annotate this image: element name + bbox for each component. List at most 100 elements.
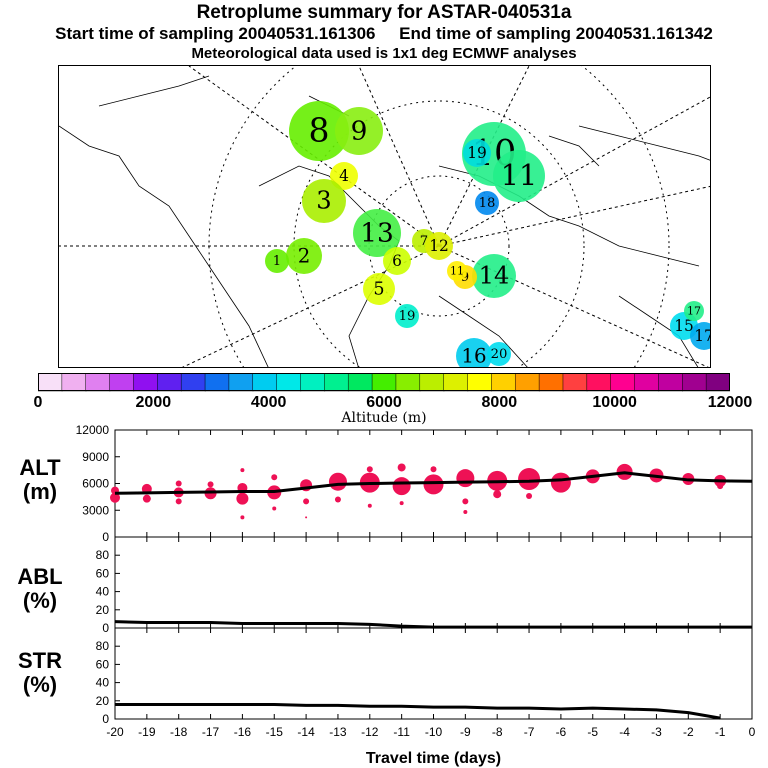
y-tick-label: 60	[96, 657, 110, 671]
data-point	[110, 492, 120, 503]
map-marker-label: 16	[461, 344, 486, 367]
map-marker-label: 18	[479, 196, 496, 211]
map-marker-label: 19	[467, 144, 487, 162]
x-tick-label: -9	[460, 725, 471, 739]
colorbar-tick-label: 10000	[592, 394, 637, 411]
map-marker	[684, 301, 704, 321]
map-marker-label: 8	[309, 111, 330, 150]
x-tick-label: -13	[329, 725, 347, 739]
x-tick-label: -18	[170, 725, 188, 739]
data-point	[328, 472, 347, 491]
altitude-colorbar	[38, 373, 730, 392]
map-marker	[302, 179, 346, 223]
map-marker-label: 20	[491, 347, 508, 362]
map-marker	[475, 191, 499, 215]
map-marker-label: 17	[694, 327, 711, 345]
map-marker	[472, 254, 516, 298]
x-tick-label: -20	[106, 725, 124, 739]
colorbar-tick-label: 6000	[366, 394, 402, 411]
map-marker-label: 12	[429, 237, 449, 255]
data-point	[423, 474, 444, 495]
data-point	[399, 501, 404, 506]
plume-markers: 89101113141620543216791112151718191917	[265, 101, 711, 367]
map-marker	[463, 139, 491, 167]
data-point	[430, 466, 437, 473]
map-marker-label: 11	[450, 265, 464, 278]
map-marker-label: 13	[360, 217, 394, 248]
map-marker	[690, 322, 710, 350]
map-marker	[447, 261, 467, 281]
y-tick-label: 0	[102, 621, 109, 635]
map-marker-label: 11	[501, 158, 537, 192]
str-panel-label: STR (%)	[18, 648, 62, 697]
map-marker-label: 14	[479, 262, 510, 290]
data-point	[305, 516, 308, 519]
x-tick-label: -2	[683, 725, 694, 739]
map-marker-label: 5	[373, 280, 384, 300]
map-marker	[289, 101, 349, 161]
map-marker-label: 3	[316, 187, 331, 215]
map-marker-label: 9	[461, 270, 469, 285]
x-axis-title: Travel time (days)	[366, 750, 501, 767]
series-line	[115, 702, 721, 720]
colorbar-tick-label: 0	[33, 394, 43, 411]
y-tick-label: 0	[102, 530, 109, 544]
y-tick-label: 20	[96, 694, 110, 708]
x-tick-label: -11	[393, 725, 410, 739]
map-marker	[353, 209, 401, 257]
data-point	[550, 472, 571, 493]
y-tick-label: 12000	[76, 423, 110, 437]
end-time: End time of sampling 20040531.161342	[399, 24, 713, 43]
map-marker	[286, 238, 322, 274]
panel-frame	[114, 536, 753, 629]
map-marker	[425, 232, 453, 260]
y-tick-label: 9000	[82, 450, 109, 464]
data-point	[175, 498, 182, 505]
map-marker	[487, 342, 511, 366]
data-point	[462, 498, 469, 505]
x-tick-label: -16	[234, 725, 252, 739]
map-marker-label: 4	[339, 167, 349, 185]
data-point	[142, 494, 151, 503]
data-point	[334, 496, 341, 503]
y-tick-label: 80	[96, 548, 110, 562]
colorbar-tick-label: 12000	[707, 394, 753, 411]
map-marker-label: 2	[298, 244, 311, 267]
sampling-times: Start time of sampling 20040531.161306 E…	[0, 24, 768, 44]
x-tick-label: -15	[266, 725, 284, 739]
map-marker-label: 15	[674, 317, 694, 335]
colorbar-tick-label: 8000	[481, 394, 518, 411]
x-tick-label: -19	[138, 725, 156, 739]
start-time: Start time of sampling 20040531.161306	[55, 24, 376, 43]
colorbar-frame	[38, 373, 730, 391]
data-point	[463, 510, 468, 515]
y-tick-label: 3000	[82, 503, 109, 517]
map-marker	[456, 338, 492, 367]
data-point	[240, 515, 245, 520]
data-point	[271, 474, 278, 481]
x-tick-label: -12	[361, 725, 379, 739]
x-tick-label: -6	[556, 725, 567, 739]
y-tick-label: 6000	[82, 477, 109, 491]
colorbar-tick-label: 2000	[135, 394, 172, 411]
y-tick-label: 40	[96, 676, 110, 690]
data-point	[207, 481, 214, 488]
x-tick-label: -7	[524, 725, 535, 739]
y-tick-label: 60	[96, 566, 110, 580]
data-point	[397, 463, 406, 472]
colorbar-tick-label: 4000	[250, 394, 287, 411]
y-tick-label: 0	[102, 712, 109, 726]
data-point	[175, 480, 182, 487]
x-tick-label: -10	[425, 725, 443, 739]
x-tick-label: -8	[492, 725, 503, 739]
x-tick-label: -3	[651, 725, 662, 739]
x-tick-label: -5	[587, 725, 598, 739]
map-marker	[330, 162, 358, 190]
series-line	[114, 620, 752, 629]
abl-panel-label: ABL (%)	[17, 564, 63, 613]
map-svg: 89101113141620543216791112151718191917	[59, 66, 711, 367]
retroplume-map: 89101113141620543216791112151718191917	[58, 65, 711, 368]
map-marker	[335, 107, 383, 155]
met-data-note: Meteorological data used is 1x1 deg ECMW…	[191, 45, 577, 62]
